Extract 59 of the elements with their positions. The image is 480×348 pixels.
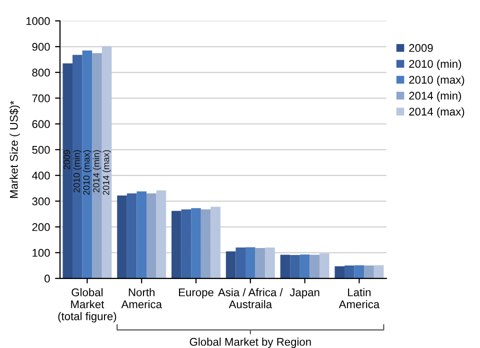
bar [72,54,82,278]
x-tick-label: Global Market (total figure) [58,288,116,322]
bar [354,265,364,278]
bar [62,63,73,278]
x-tick-label: North America [121,288,162,308]
y-axis-title: Market Size ( US$)* [9,100,20,198]
bar [255,248,266,278]
annotation: 2010 (min) [73,150,82,192]
legend-label: 2010 (max) [409,76,464,86]
bar [82,50,92,278]
annotation: 2009 [64,150,70,170]
bar [172,210,182,278]
legend-label: 2014 (max) [409,107,464,118]
x-tick-label: Japan [290,288,320,298]
bar [126,193,137,278]
y-tick-label: 100 [32,248,50,257]
y-tick-label: 300 [32,197,50,206]
y-tick-label: 900 [32,42,50,51]
bar [136,191,146,278]
y-tick-label: 500 [32,146,50,154]
y-tick-label: 400 [32,172,50,180]
x-tick-label: Europe [179,288,214,298]
legend-label: 2010 (min) [409,60,462,70]
bar [117,195,127,278]
bar [334,266,345,278]
legend-label: 2014 (min) [409,91,462,102]
legend-label: 2009 [409,44,433,52]
bar [92,53,102,278]
y-tick-label: 0 [44,274,50,283]
x-tick-label: Asia / Africa / Austraila [218,288,283,308]
bar [210,206,220,278]
y-tick-label: 600 [32,120,50,128]
bar [226,251,236,278]
bar [344,266,354,278]
annotation: 2014 (max) [102,150,111,195]
bar [191,208,201,278]
bar [364,266,374,278]
bar [310,254,320,278]
bar [374,265,384,278]
bar [290,254,300,278]
y-tick-label: 800 [32,68,50,77]
bar [236,248,246,278]
bar [102,46,112,278]
x-axis-title: Global Market by Region [190,338,311,348]
bar [181,209,192,278]
y-tick-label: 200 [32,223,50,232]
bar [280,254,290,278]
bar [156,190,166,278]
annotation: 2014 (min) [92,150,102,192]
annotation: 2010 (max) [82,150,92,195]
bar [200,209,211,278]
bar [265,248,275,278]
bar [246,247,256,278]
x-tick-label: Latin America [338,288,380,308]
y-tick-label: 1000 [26,17,50,26]
y-tick-label: 700 [32,94,50,102]
bar [300,254,310,278]
bar [146,193,156,278]
bar [319,253,330,278]
